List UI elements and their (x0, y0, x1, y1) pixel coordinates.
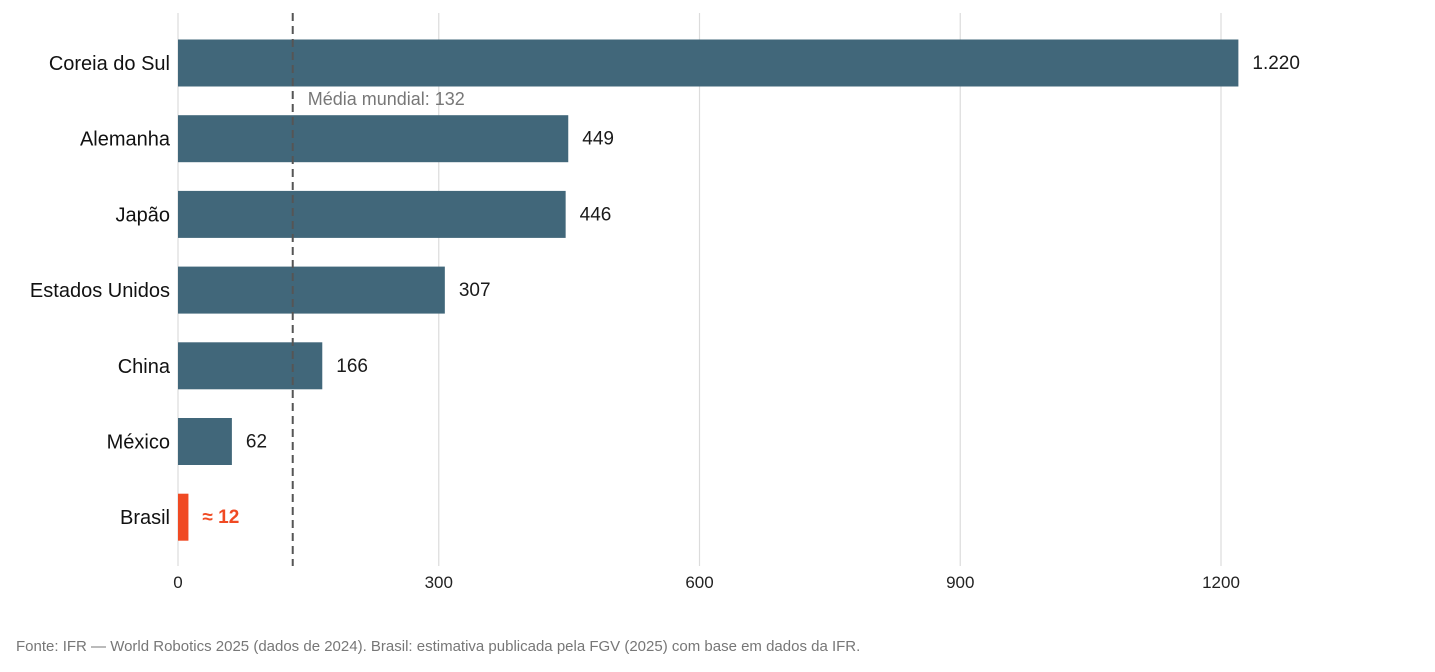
bars (178, 39, 1239, 541)
bar-brasil (178, 493, 189, 541)
bar-méxico (178, 418, 232, 465)
category-label: Estados Unidos (30, 280, 170, 302)
x-tick-label: 1200 (1202, 573, 1240, 592)
category-label: Coreia do Sul (49, 53, 170, 75)
x-tick-label: 600 (685, 573, 713, 592)
category-label: México (107, 432, 170, 454)
value-label: 307 (459, 280, 491, 301)
category-label: Brasil (120, 507, 170, 529)
value-label: 62 (246, 432, 267, 453)
bar-japão (178, 190, 566, 238)
labels: 0 300 600 900 1200 1.220 Coreia do Sul 449 Alema… (30, 53, 1300, 592)
bar-alemanha (178, 115, 569, 163)
category-label: Alemanha (80, 129, 171, 151)
x-tick-label: 0 (173, 573, 182, 592)
value-label: ≈ 12 (202, 507, 239, 528)
bar-china (178, 342, 323, 390)
grid-lines (177, 13, 1222, 566)
value-label: 446 (580, 204, 612, 225)
value-label: 1.220 (1252, 53, 1300, 74)
x-tick-label: 900 (946, 573, 974, 592)
reference-line-label: Média mundial: 132 (308, 89, 465, 109)
source-note: Fonte: IFR — World Robotics 2025 (dados … (16, 638, 861, 655)
value-label: 449 (582, 129, 614, 150)
bar-estados-unidos (178, 266, 445, 314)
bar-chart-svg: 0 300 600 900 1200 1.220 Coreia do Sul 449 Alema… (30, 13, 1300, 592)
bar-coreia-do-sul (178, 39, 1239, 87)
x-tick-label: 300 (425, 573, 453, 592)
category-label: Japão (116, 204, 171, 226)
value-label: 166 (336, 356, 368, 377)
category-label: China (118, 356, 171, 378)
